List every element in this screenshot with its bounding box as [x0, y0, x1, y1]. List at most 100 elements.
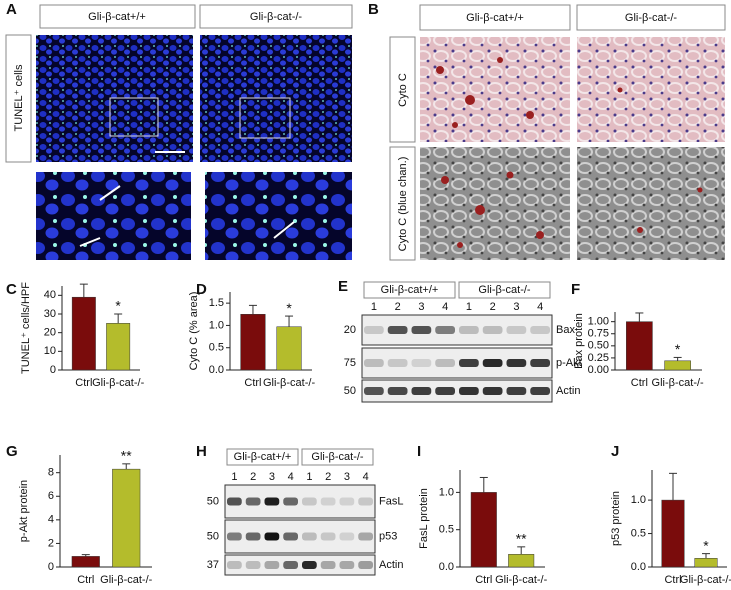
y-tick-label: 2	[48, 537, 54, 549]
row-label: TUNEL⁺ cells	[13, 64, 25, 131]
lane-label: 2	[325, 471, 331, 483]
lane-label: 4	[442, 301, 448, 313]
band	[530, 387, 550, 395]
lane-label: 2	[250, 471, 256, 483]
band	[264, 532, 280, 541]
bar	[470, 492, 497, 568]
y-tick-label: 0.0	[631, 561, 646, 573]
band	[264, 497, 280, 506]
lane-label: 1	[466, 301, 472, 313]
group-label: Gli-β-cat+/+	[234, 451, 292, 463]
band	[459, 387, 479, 395]
arrow	[99, 185, 121, 201]
significance: **	[516, 531, 527, 547]
band	[506, 359, 527, 367]
bar	[508, 554, 535, 568]
y-tick-label: 1.0	[209, 319, 224, 331]
y-tick-label: 1.0	[631, 494, 646, 506]
band	[387, 326, 408, 334]
band	[387, 359, 408, 367]
panel-letter: E	[338, 278, 348, 295]
panel-letter: I	[417, 443, 421, 460]
band	[482, 359, 503, 367]
y-tick-label: 0.5	[439, 524, 454, 536]
x-tick-label: Gli-β-cat-/-	[263, 377, 315, 389]
y-tick-label: 0	[50, 364, 56, 376]
header: Gli-β-cat-/-	[625, 12, 677, 24]
band	[227, 532, 242, 541]
band	[264, 561, 280, 569]
x-tick-label: Gli-β-cat-/-	[680, 574, 731, 586]
band-label: p53	[379, 530, 397, 542]
y-tick-label: 0.0	[209, 364, 224, 376]
lane-label: 3	[269, 471, 275, 483]
header-box	[199, 4, 353, 29]
bar	[112, 468, 141, 568]
y-tick-label: 0.5	[209, 342, 224, 354]
lane-label: 3	[513, 301, 519, 313]
bar	[626, 321, 653, 371]
lane-label: 1	[231, 471, 237, 483]
band	[364, 387, 384, 395]
micrograph	[577, 37, 725, 142]
panel-letter: F	[571, 281, 580, 298]
group-label: Gli-β-cat+/+	[381, 284, 439, 296]
header-box	[39, 4, 196, 29]
bar	[71, 556, 100, 568]
band	[358, 497, 373, 506]
band	[227, 561, 242, 569]
band	[358, 532, 373, 541]
inset-box	[109, 97, 159, 137]
bar	[106, 323, 131, 371]
lane-label: 2	[395, 301, 401, 313]
band	[227, 497, 242, 506]
bar	[240, 314, 266, 371]
bar	[661, 499, 685, 568]
header-box	[576, 4, 726, 31]
band	[320, 497, 336, 506]
bar	[694, 558, 718, 568]
row-label-box	[389, 36, 416, 143]
panel-letter: G	[6, 443, 18, 460]
row-label-box	[5, 34, 32, 163]
group-label: Gli-β-cat-/-	[311, 451, 363, 463]
band	[283, 532, 298, 541]
y-tick-label: 0.0	[439, 561, 454, 573]
header: Gli-β-cat-/-	[250, 11, 302, 23]
y-tick-label: 0.5	[631, 527, 646, 539]
group-box	[226, 448, 299, 466]
band	[245, 532, 261, 541]
lane-label: 1	[306, 471, 312, 483]
band	[339, 532, 355, 541]
significance: *	[675, 341, 681, 357]
band	[387, 387, 408, 395]
micrograph	[577, 147, 725, 260]
header-box	[419, 4, 571, 31]
y-tick-label: 0.50	[588, 340, 609, 352]
header: Gli-β-cat+/+	[88, 11, 146, 23]
band-label: p-Akt	[556, 357, 582, 369]
inset-micrograph	[36, 172, 191, 260]
band	[339, 497, 355, 506]
band-label: FasL	[379, 495, 403, 507]
y-tick-label: 40	[44, 289, 56, 301]
lane-label: 4	[537, 301, 543, 313]
mw-label: 50	[344, 385, 356, 397]
blot	[361, 379, 553, 403]
y-axis-label: TUNEL⁺ cells/HPF	[20, 282, 32, 374]
y-axis-label: Cyto C (% area)	[188, 292, 200, 371]
panel-letter: B	[368, 1, 379, 18]
row-label: Cyto C (blue chan.)	[397, 157, 409, 252]
band	[482, 326, 503, 334]
micrograph	[420, 147, 570, 260]
bar	[664, 360, 691, 371]
y-tick-label: 0	[48, 561, 54, 573]
band	[320, 532, 336, 541]
significance: **	[121, 448, 132, 464]
x-tick-label: Ctrl	[664, 574, 681, 586]
band	[364, 359, 384, 367]
mw-label: 50	[207, 530, 219, 542]
band	[435, 326, 455, 334]
band	[411, 359, 432, 367]
bar	[276, 326, 302, 371]
